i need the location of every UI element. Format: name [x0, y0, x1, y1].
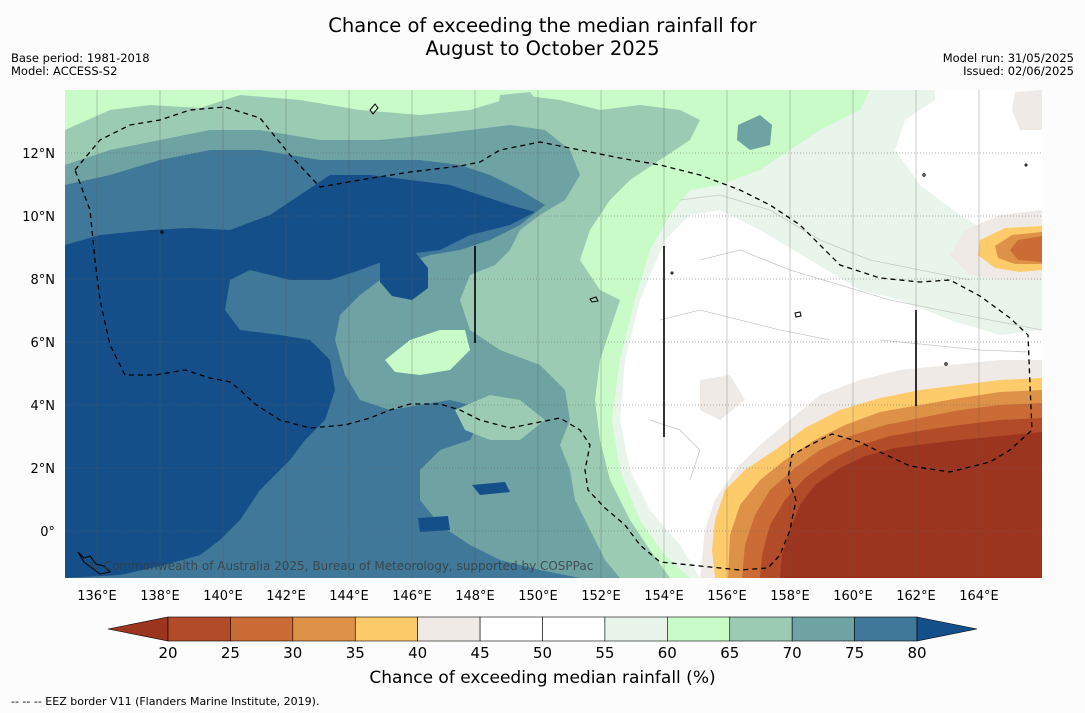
contour-65-patch-n: [498, 92, 540, 115]
lat-label-10n: 10°N: [22, 210, 55, 225]
colorbar-segment: [854, 616, 918, 642]
colorbar-segment: [542, 616, 606, 642]
colorbar-extend-low: [107, 616, 169, 642]
colorbar-tick: 80: [907, 644, 926, 662]
model-label: Model: ACCESS-S2: [11, 64, 118, 78]
title-line-1: Chance of exceeding the median rainfall …: [328, 14, 757, 37]
lon-label-148e: 148°E: [455, 589, 495, 604]
colorbar-segment: [292, 616, 356, 642]
contour-70-pocket: [455, 395, 545, 440]
contour-80-patch: [380, 250, 428, 300]
colorbar-segment: [230, 616, 294, 642]
islands: [77, 103, 1028, 575]
meta-left: Base period: 1981-2018 Model: ACCESS-S2: [11, 52, 150, 78]
footer-note: -- -- -- EEZ border V11 (Flanders Marine…: [11, 695, 320, 708]
lat-label-2n: 2°N: [31, 462, 56, 477]
contour-45-pocket: [700, 375, 745, 420]
lon-label-144e: 144°E: [329, 589, 369, 604]
colorbar-segment: [667, 616, 731, 642]
lon-label-140e: 140°E: [203, 589, 243, 604]
title-line-2: August to October 2025: [425, 37, 660, 60]
contour-30-east: [1010, 236, 1042, 262]
neutral-contour-lines: [649, 194, 1042, 481]
colorbar-tick: 55: [595, 644, 614, 662]
contour-70-patch-ne: [737, 115, 772, 150]
longitude-labels: 136°E 138°E 140°E 142°E 144°E 146°E 148°…: [77, 589, 999, 604]
lon-label-158e: 158°E: [770, 589, 810, 604]
colorbar-tick: 70: [783, 644, 802, 662]
lat-label-6n: 6°N: [31, 336, 56, 351]
contour-45-patch-ne: [1012, 90, 1042, 130]
lon-label-146e: 146°E: [392, 589, 432, 604]
lon-label-138e: 138°E: [140, 589, 180, 604]
lat-label-8n: 8°N: [31, 273, 56, 288]
lon-label-162e: 162°E: [896, 589, 936, 604]
contour-20-se: [780, 432, 1042, 578]
colorbar-tick: 50: [533, 644, 552, 662]
model-run-label: Model run: 31/05/2025: [942, 51, 1074, 65]
lon-label-150e: 150°E: [518, 589, 558, 604]
colorbar-tick: 45: [471, 644, 490, 662]
boundary-markers: [474, 246, 917, 437]
colorbar-segment: [354, 616, 418, 642]
colorbar-tick: 20: [158, 644, 177, 662]
contour-80-patch-3: [418, 516, 450, 532]
colorbar-tick-labels: 20 25 30 35 40 45 50 55 60 65 70 75 80: [158, 644, 926, 662]
lon-label-136e: 136°E: [77, 589, 117, 604]
colorbar-segment: [604, 616, 668, 642]
lat-label-4n: 4°N: [31, 399, 56, 414]
lat-label-0: 0°: [40, 525, 55, 540]
lon-label-152e: 152°E: [581, 589, 621, 604]
colorbar-tick: 30: [283, 644, 302, 662]
contour-65-pocket: [385, 330, 470, 375]
latitude-labels: 12°N 10°N 8°N 6°N 4°N 2°N 0°: [22, 147, 55, 540]
colorbar-segment: [417, 616, 481, 642]
colorbar-segment: [729, 616, 793, 642]
lon-label-154e: 154°E: [644, 589, 684, 604]
colorbar-tick: 40: [408, 644, 427, 662]
colorbar-tick: 25: [221, 644, 240, 662]
colorbar-title: Chance of exceeding median rainfall (%): [369, 668, 716, 688]
chart-title: Chance of exceeding the median rainfall …: [0, 14, 1085, 60]
colorbar-segment: [791, 616, 855, 642]
colorbar-extend-high: [916, 616, 978, 642]
colorbar-segment: [479, 616, 543, 642]
lon-label-160e: 160°E: [833, 589, 873, 604]
colorbar-tick: 65: [720, 644, 739, 662]
meta-right: Model run: 31/05/2025 Issued: 02/06/2025: [943, 52, 1074, 78]
colorbar-segments: [167, 616, 918, 642]
colorbar-tick: 60: [658, 644, 677, 662]
lon-label-142e: 142°E: [266, 589, 306, 604]
contour-80-plus: [65, 175, 535, 578]
graticule: [65, 152, 1042, 532]
colorbar-tick: 35: [346, 644, 365, 662]
colorbar-segment: [167, 616, 231, 642]
rainfall-probability-map: © Commonwealth of Australia 2025, Bureau…: [65, 90, 1042, 578]
lon-label-156e: 156°E: [707, 589, 747, 604]
contour-80-patch-2: [472, 482, 510, 495]
lon-label-164e: 164°E: [959, 589, 999, 604]
colorbar-tick: 75: [845, 644, 864, 662]
copyright-notice: © Commonwealth of Australia 2025, Bureau…: [88, 559, 593, 573]
lat-label-12n: 12°N: [22, 147, 55, 162]
issued-label: Issued: 02/06/2025: [963, 64, 1074, 78]
eez-border: [74, 106, 1033, 571]
base-period-label: Base period: 1981-2018: [11, 51, 150, 65]
colorbar: 20 25 30 35 40 45 50 55 60 65 70 75 80: [107, 616, 978, 662]
